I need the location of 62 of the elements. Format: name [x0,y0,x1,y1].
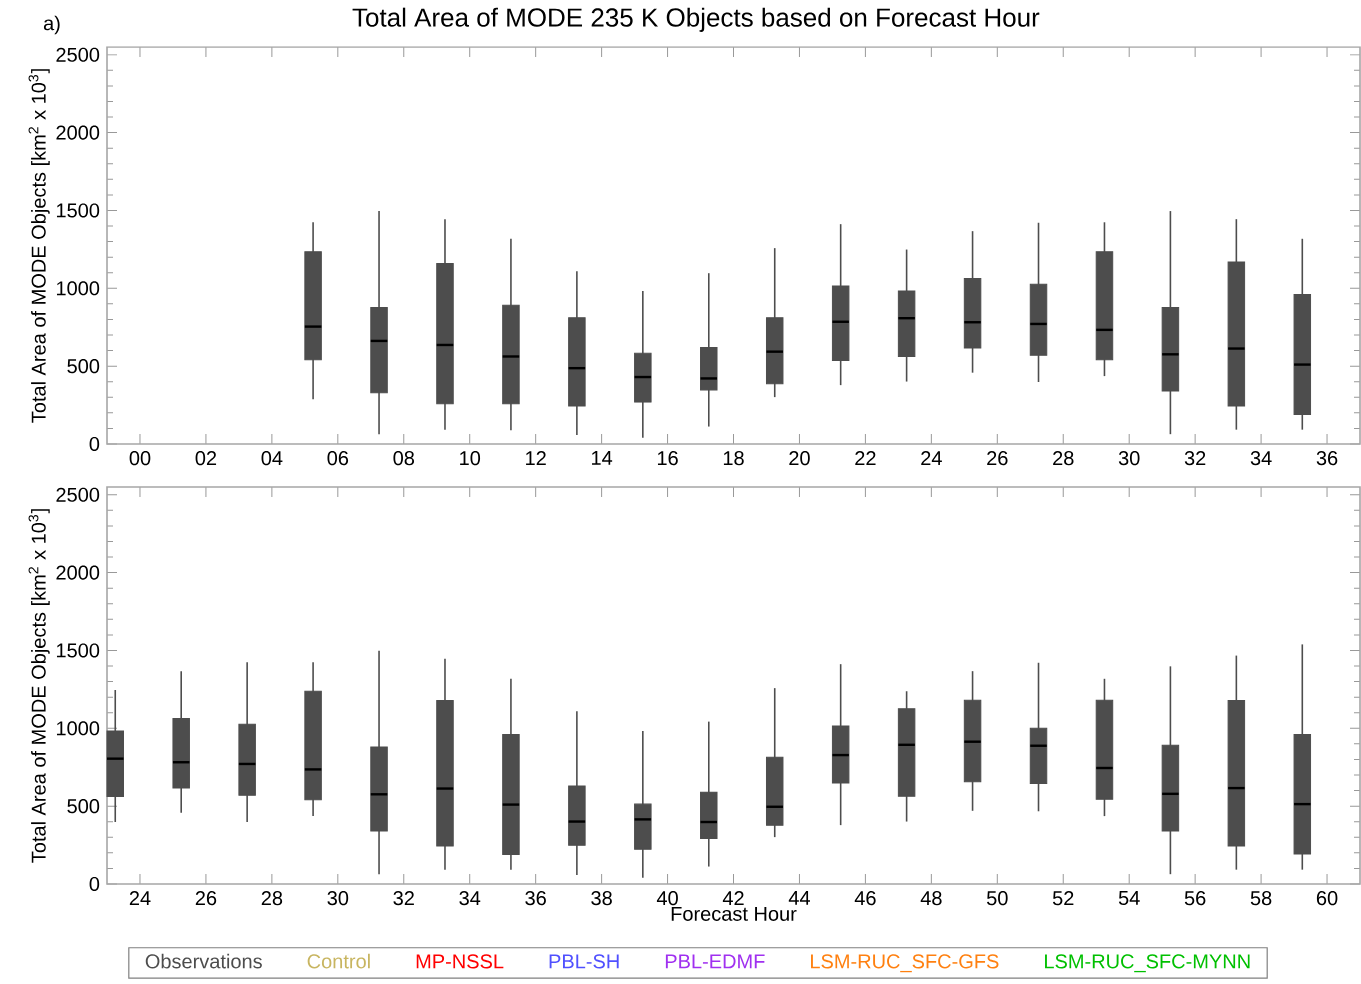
x-tick-label: 08 [393,451,415,466]
x-tick-label: 24 [921,451,942,466]
x-tick-label: 06 [327,451,349,466]
y-tick-label: 0 [89,876,100,892]
x-tick-label: 28 [1053,451,1074,466]
x-tick-label: 58 [1250,891,1272,906]
x-tick-label: 42 [722,891,744,906]
y-tick-label: 1500 [56,203,100,218]
x-tick-label: 56 [1184,891,1206,906]
x-tick-label: 36 [1316,451,1338,466]
text: Observations [145,953,262,969]
y-tick-label: 2500 [56,47,100,62]
x-tick-label: 04 [261,451,283,466]
chart-title: Total Area of MODE 235 K Objects based on Forecast Hour [352,7,1040,32]
x-tick-label: 20 [789,451,810,466]
y-tick-label: 1000 [56,721,100,736]
x-tick-label: 40 [656,891,678,906]
x-tick-label: 54 [1118,891,1140,905]
legend-label: LSM-RUC_SFC-GFS [811,954,999,973]
y-tick-label: 500 [67,359,100,374]
y-tick-label: 1000 [56,281,100,296]
x-tick-label: 10 [460,451,481,466]
text: a) [43,15,60,35]
x-tick-label: 02 [195,451,217,466]
x-tick-label: 36 [525,891,546,906]
y-tick-label: 2000 [56,565,100,580]
legend-label: PBL-EDMF [665,954,765,969]
y-tick-label: 500 [67,799,100,814]
y-tick-label: 1500 [56,643,100,658]
x-axis-title: Forecast Hour [671,906,797,921]
x-tick-label: 46 [854,891,876,906]
y-axis-title: Total Area of MODE Objects [km$^{2}$ x 10$^{3}$] [28,69,50,423]
x-tick-label: 00 [129,451,151,466]
x-tick-label: 38 [591,891,612,906]
x-tick-label: 52 [1052,891,1074,906]
x-tick-label: 12 [526,451,546,466]
x-tick-label: 48 [920,891,942,906]
x-tick-label: 50 [986,891,1008,906]
x-tick-label: 34 [1250,451,1272,466]
y-tick-label: 0 [89,436,100,452]
legend-label: Control [307,953,370,969]
x-tick-label: 14 [592,451,613,465]
x-tick-label: 28 [261,891,283,906]
y-tick-label: 2500 [56,487,100,502]
y-axis-title: Total Area of MODE Objects [km$^{2}$ x 10$^{3}$] [28,509,50,863]
x-tick-label: 26 [195,891,217,906]
x-tick-label: 30 [1118,451,1140,466]
x-tick-label: 30 [327,891,349,906]
legend-label: LSM-RUC_SFC-MYNN [1045,954,1250,973]
x-tick-label: 32 [393,891,414,906]
x-tick-label: 32 [1184,451,1206,466]
x-tick-label: 22 [855,451,876,466]
x-tick-label: 60 [1316,891,1338,906]
legend-label: PBL-SH [549,954,619,969]
x-tick-label: 34 [459,891,481,906]
x-tick-label: 16 [657,451,678,466]
legend-label: MP-NSSL [416,954,504,969]
x-tick-label: 26 [987,451,1008,466]
x-tick-label: 18 [723,451,744,466]
y-tick-label: 2000 [56,125,100,140]
x-tick-label: 44 [788,891,810,905]
x-tick-label: 24 [129,891,151,906]
